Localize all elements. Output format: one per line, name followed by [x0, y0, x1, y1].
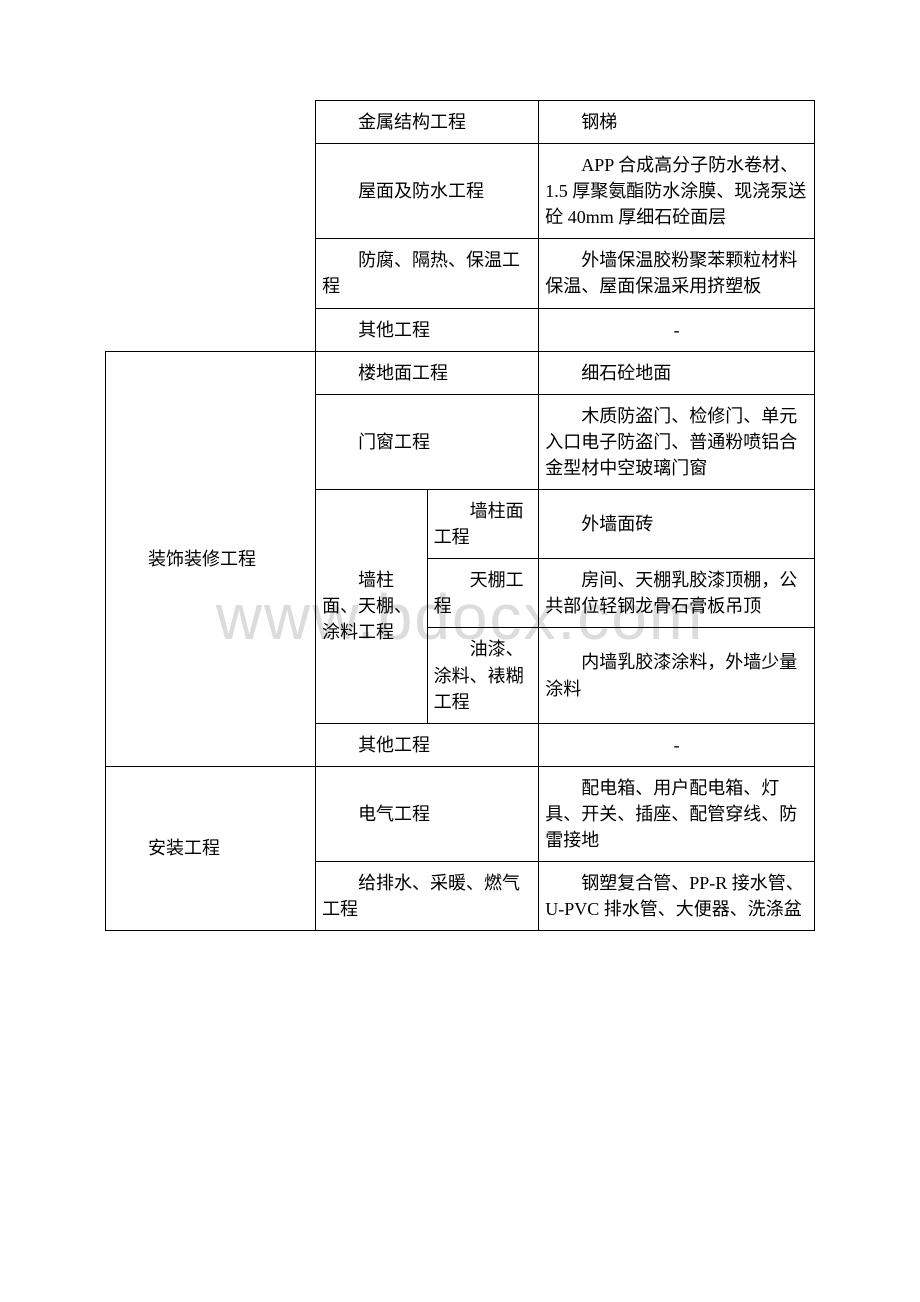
desc-cell: -: [539, 308, 815, 351]
detail-cell: 天棚工程: [427, 559, 539, 628]
subcategory-cell: 屋面及防水工程: [316, 144, 539, 239]
detail-cell: 油漆、涂料、裱糊工程: [427, 628, 539, 723]
subcategory-cell: 电气工程: [316, 766, 539, 861]
subcategory-cell: 其他工程: [316, 308, 539, 351]
subcategory-cell: 其他工程: [316, 723, 539, 766]
desc-cell: APP 合成高分子防水卷材、1.5 厚聚氨酯防水涂膜、现浇泵送砼 40mm 厚细…: [539, 144, 815, 239]
subcategory-cell: 防腐、隔热、保温工程: [316, 239, 539, 308]
table-row: 装饰装修工程 楼地面工程 细石砼地面: [106, 351, 815, 394]
category-cell: 安装工程: [106, 766, 316, 930]
table-container: 金属结构工程 钢梯 屋面及防水工程 APP 合成高分子防水卷材、1.5 厚聚氨酯…: [0, 0, 920, 991]
construction-table: 金属结构工程 钢梯 屋面及防水工程 APP 合成高分子防水卷材、1.5 厚聚氨酯…: [105, 100, 815, 931]
subcategory-cell: 给排水、采暖、燃气工程: [316, 862, 539, 931]
desc-cell: 细石砼地面: [539, 351, 815, 394]
desc-cell: 钢塑复合管、PP-R 接水管、U-PVC 排水管、大便器、洗涤盆: [539, 862, 815, 931]
desc-cell: 配电箱、用户配电箱、灯具、开关、插座、配管穿线、防雷接地: [539, 766, 815, 861]
detail-cell: 墙柱面工程: [427, 490, 539, 559]
desc-cell: 外墙面砖: [539, 490, 815, 559]
category-cell: 装饰装修工程: [106, 351, 316, 766]
desc-cell: 木质防盗门、检修门、单元入口电子防盗门、普通粉喷铝合金型材中空玻璃门窗: [539, 394, 815, 489]
subcategory-cell: 楼地面工程: [316, 351, 539, 394]
category-cell: [106, 101, 316, 352]
desc-cell: 房间、天棚乳胶漆顶棚，公共部位轻钢龙骨石膏板吊顶: [539, 559, 815, 628]
table-row: 金属结构工程 钢梯: [106, 101, 815, 144]
subcategory-cell: 门窗工程: [316, 394, 539, 489]
subcategory-cell: 金属结构工程: [316, 101, 539, 144]
desc-cell: 外墙保温胶粉聚苯颗粒材料保温、屋面保温采用挤塑板: [539, 239, 815, 308]
desc-cell: 内墙乳胶漆涂料，外墙少量涂料: [539, 628, 815, 723]
desc-cell: 钢梯: [539, 101, 815, 144]
desc-cell: -: [539, 723, 815, 766]
table-row: 安装工程 电气工程 配电箱、用户配电箱、灯具、开关、插座、配管穿线、防雷接地: [106, 766, 815, 861]
subcategory-cell: 墙柱面、天棚、涂料工程: [316, 490, 428, 724]
